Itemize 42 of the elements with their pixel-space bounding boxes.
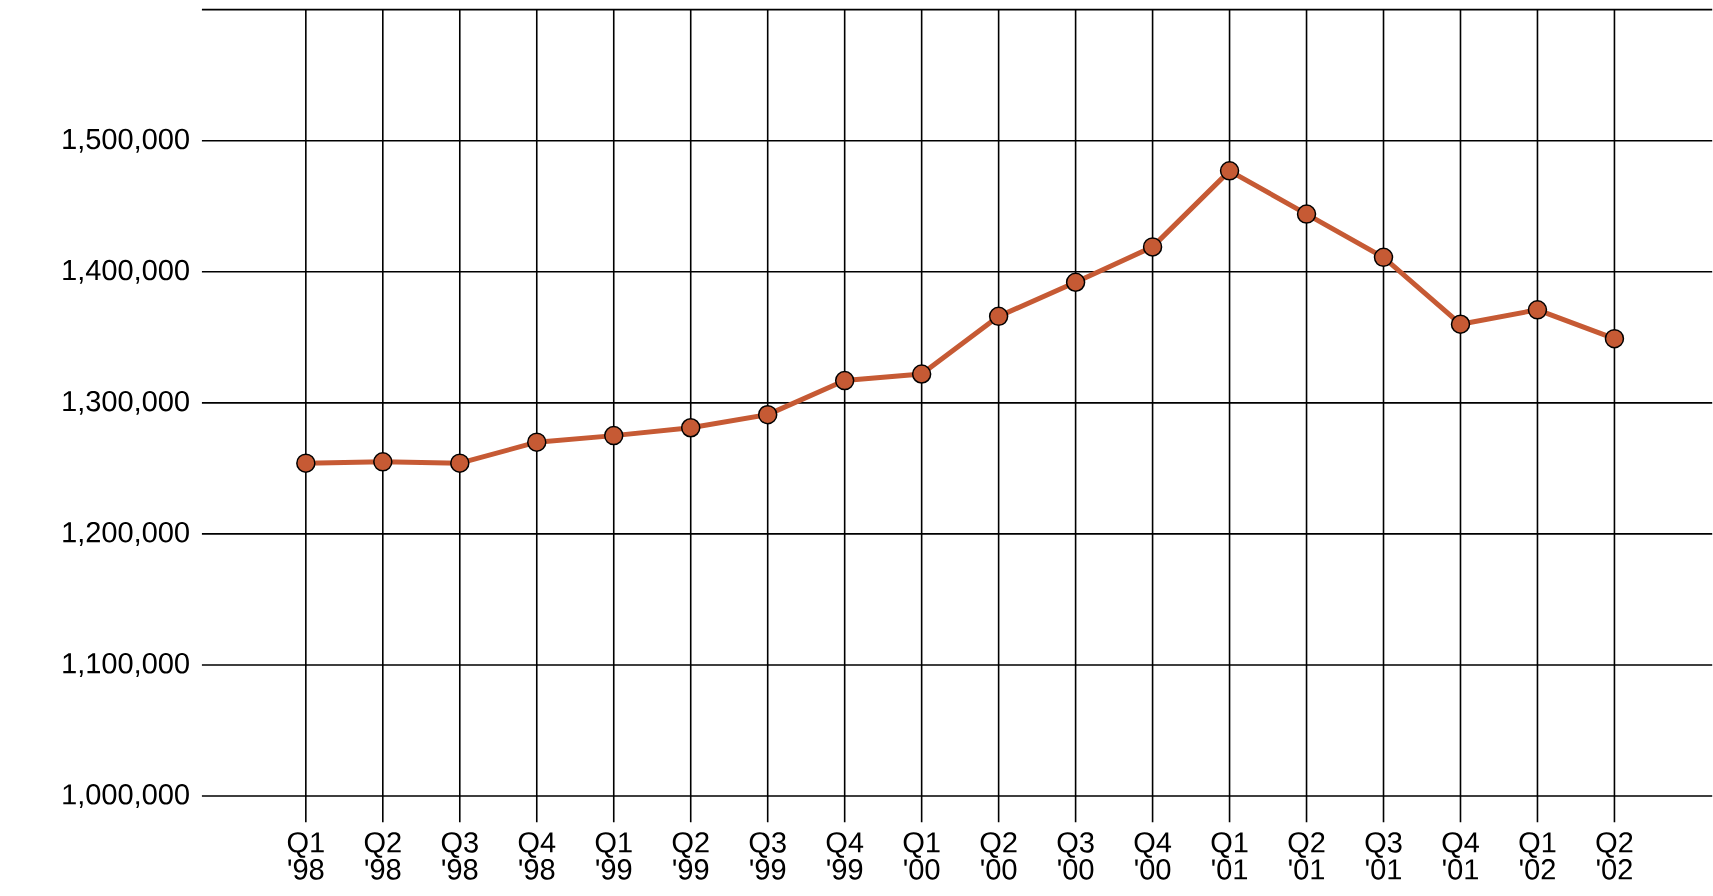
- point: [1142, 237, 1163, 257]
- x-tick-label: Q3 '98: [441, 832, 478, 880]
- x-tick-label: Q1 '99: [595, 832, 632, 880]
- x-tick-label: Q2 '00: [980, 832, 1017, 880]
- y-tick-label: 1,300,000: [63, 390, 189, 415]
- y-tick-label: 1,200,000: [63, 521, 189, 546]
- point: [450, 453, 470, 473]
- y-tick-label: 1,400,000: [63, 259, 189, 284]
- x-tick-label: Q4 '98: [518, 832, 556, 880]
- point: [1296, 204, 1317, 224]
- point: [1373, 247, 1394, 268]
- x-tick-label: Q4 '00: [1134, 832, 1172, 880]
- point: [1450, 314, 1471, 334]
- y-tick-label: 1,000,000: [63, 783, 189, 808]
- point: [296, 453, 316, 473]
- point: [834, 370, 855, 391]
- point: [1065, 272, 1086, 292]
- point: [1527, 299, 1548, 320]
- x-tick-label: Q2 '99: [672, 832, 709, 880]
- x-tick-label: Q1 '01: [1211, 832, 1248, 880]
- x-tick-label: Q4 '99: [826, 832, 864, 880]
- x-tick-label: Q1 '00: [903, 832, 940, 880]
- point: [680, 417, 701, 438]
- x-tick-label: Q4 '01: [1442, 832, 1479, 880]
- point: [988, 306, 1009, 326]
- x-tick-label: Q3 '00: [1057, 832, 1094, 880]
- x-tick-label: Q2 '98: [364, 832, 401, 880]
- point: [757, 404, 778, 425]
- x-tick-label: Q1 '02: [1519, 832, 1556, 880]
- x-tick-label: Q1 '98: [287, 832, 324, 880]
- point: [911, 364, 932, 384]
- point: [604, 425, 624, 446]
- point: [373, 451, 393, 472]
- point: [1604, 328, 1625, 349]
- x-tick-label: Q2 '02: [1596, 832, 1633, 880]
- x-tick-label: Q3 '01: [1365, 832, 1402, 880]
- x-tick-label: Q3 '99: [749, 832, 786, 880]
- y-tick-label: 1,100,000: [63, 652, 189, 677]
- point: [1219, 161, 1240, 181]
- x-tick-label: Q2 '01: [1288, 832, 1325, 880]
- y-tick-label: 1,500,000: [63, 128, 189, 153]
- point: [527, 432, 547, 452]
